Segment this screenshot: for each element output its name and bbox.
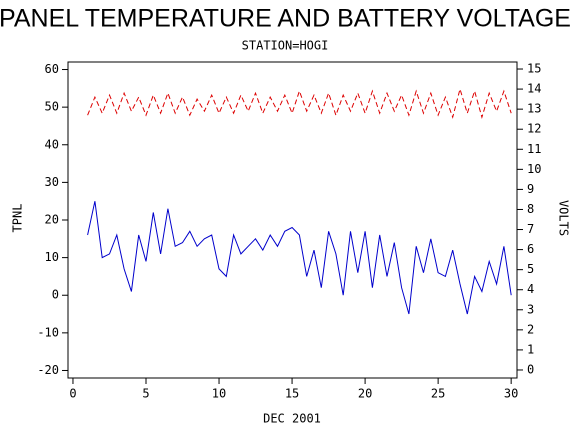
y-tick-label: 50 bbox=[45, 100, 59, 114]
x-tick-label: 30 bbox=[504, 387, 518, 401]
chart-subtitle: STATION=HOGI bbox=[242, 39, 329, 53]
y-tick-label: -10 bbox=[37, 325, 59, 339]
x-tick-label: 20 bbox=[358, 387, 372, 401]
y-tick-label: 60 bbox=[45, 62, 59, 76]
x-tick-label: 15 bbox=[285, 387, 299, 401]
y2-tick-label: 10 bbox=[527, 162, 541, 176]
y2-tick-label: 6 bbox=[527, 242, 534, 256]
y2-tick-label: 3 bbox=[527, 302, 534, 316]
y2-tick-label: 0 bbox=[527, 362, 534, 376]
y2-tick-label: 5 bbox=[527, 262, 534, 276]
x-tick-label: 25 bbox=[431, 387, 445, 401]
y2-tick-label: 15 bbox=[527, 62, 541, 76]
y2-tick-label: 7 bbox=[527, 222, 534, 236]
y2-tick-label: 1 bbox=[527, 342, 534, 356]
y-tick-label: 10 bbox=[45, 250, 59, 264]
y-tick-label: 0 bbox=[52, 288, 59, 302]
y2-tick-label: 12 bbox=[527, 122, 541, 136]
x-tick-label: 10 bbox=[212, 387, 226, 401]
y-tick-label: 30 bbox=[45, 175, 59, 189]
series-line bbox=[87, 87, 512, 119]
y2-tick-label: 8 bbox=[527, 202, 534, 216]
x-tick-label: 0 bbox=[69, 387, 76, 401]
x-axis-label: DEC 2001 bbox=[263, 412, 321, 426]
y-tick-label: 20 bbox=[45, 213, 59, 227]
y-tick-label: -20 bbox=[37, 363, 59, 377]
y2-tick-label: 4 bbox=[527, 282, 534, 296]
y2-axis-label: VOLTS bbox=[557, 200, 570, 236]
y2-tick-label: 2 bbox=[527, 322, 534, 336]
y-axis-label: TPNL bbox=[11, 204, 25, 233]
series-line bbox=[87, 201, 512, 315]
chart-title: PANEL TEMPERATURE AND BATTERY VOLTAGE bbox=[0, 5, 570, 33]
y2-tick-label: 11 bbox=[527, 142, 541, 156]
y-tick-label: 40 bbox=[45, 137, 59, 151]
y2-tick-label: 9 bbox=[527, 182, 534, 196]
y2-tick-label: 14 bbox=[527, 82, 541, 96]
y2-tick-label: 13 bbox=[527, 102, 541, 116]
x-tick-label: 5 bbox=[142, 387, 149, 401]
